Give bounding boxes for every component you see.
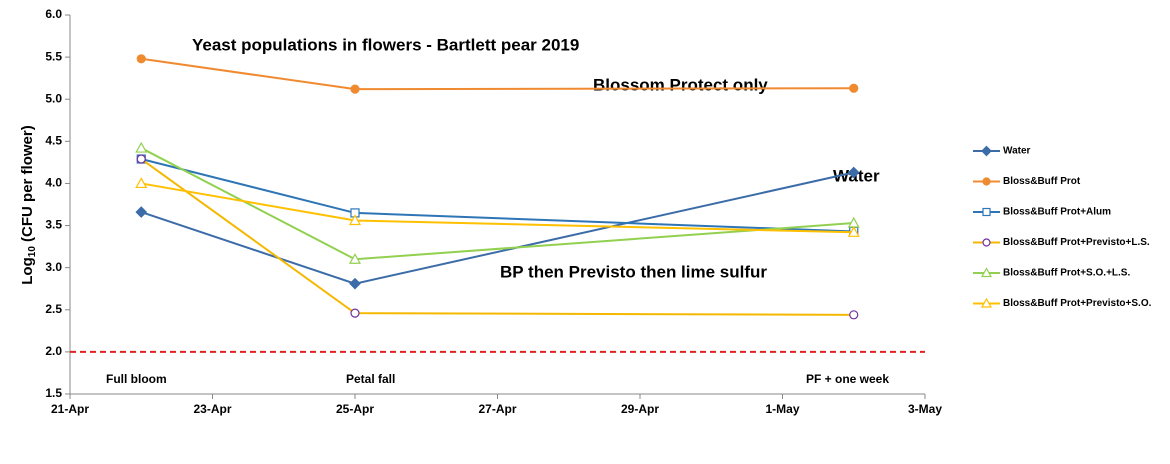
y-tick-label: 6.0: [45, 7, 62, 21]
annotation: Water: [833, 166, 880, 185]
y-label-part: (CFU per flower): [19, 125, 36, 246]
x-tick-label: 25-Apr: [336, 402, 374, 416]
x-tick-label: 29-Apr: [621, 402, 659, 416]
marker: [136, 154, 146, 164]
y-tick-label: 4.0: [45, 176, 62, 190]
x-tick-label: 1-May: [765, 402, 799, 416]
legend-label: Bloss&Buff Prot+Previsto+S.O.: [1003, 298, 1152, 309]
marker: [348, 214, 362, 226]
chart-title: Yeast populations in flowers - Bartlett …: [192, 35, 579, 54]
legend-label: Bloss&Buff Prot: [1003, 176, 1081, 187]
marker: [350, 84, 360, 94]
y-axis-label: Log10 (CFU per flower): [19, 125, 38, 284]
legend-label: Bloss&Buff Prot+Previsto+L.S.: [1003, 237, 1150, 248]
marker: [135, 177, 148, 189]
marker: [980, 267, 993, 278]
marker: [349, 277, 361, 290]
marker: [847, 226, 860, 237]
x-tick-label: 21-Apr: [51, 402, 89, 416]
series-line: [141, 182, 854, 234]
marker: [135, 141, 148, 153]
marker: [982, 177, 991, 186]
marker: [348, 253, 362, 264]
marker: [980, 297, 993, 308]
annotation: BP then Previsto then lime sulfur: [500, 262, 767, 281]
y-tick-label: 5.0: [45, 91, 62, 105]
marker: [135, 206, 148, 218]
annotation: Blossom Protect only: [593, 75, 768, 94]
x-tick-label: 27-Apr: [478, 402, 516, 416]
marker: [981, 145, 992, 157]
y-tick-label: 3.5: [45, 218, 62, 232]
series-line: [141, 158, 854, 233]
marker: [849, 310, 859, 320]
y-tick-label: 5.5: [45, 49, 62, 63]
marker: [136, 54, 146, 64]
marker: [847, 166, 860, 179]
legend-label: Water: [1003, 146, 1031, 157]
marker: [350, 308, 360, 318]
y-tick-label: 4.5: [45, 134, 62, 148]
x-tick-label: 23-Apr: [193, 402, 231, 416]
y-tick-label: 2.0: [45, 344, 62, 358]
series-line: [140, 158, 854, 316]
phase-label: PF + one week: [806, 372, 889, 386]
y-tick-label: 2.5: [45, 302, 62, 316]
y-tick-label: 3.0: [45, 260, 62, 274]
legend-label: Bloss&Buff Prot+S.O.+L.S.: [1003, 268, 1130, 279]
y-label-part: Log: [19, 257, 36, 285]
series-line: [140, 147, 854, 261]
x-tick-label: 3-May: [908, 402, 942, 416]
y-label-sub: 10: [27, 246, 38, 258]
legend-label: Bloss&Buff Prot+Alum: [1003, 207, 1111, 218]
marker: [849, 83, 859, 93]
phase-label: Petal fall: [346, 372, 395, 386]
phase-label: Full bloom: [106, 372, 167, 386]
y-tick-label: 1.5: [45, 386, 62, 400]
marker: [982, 238, 991, 247]
marker: [982, 207, 991, 217]
